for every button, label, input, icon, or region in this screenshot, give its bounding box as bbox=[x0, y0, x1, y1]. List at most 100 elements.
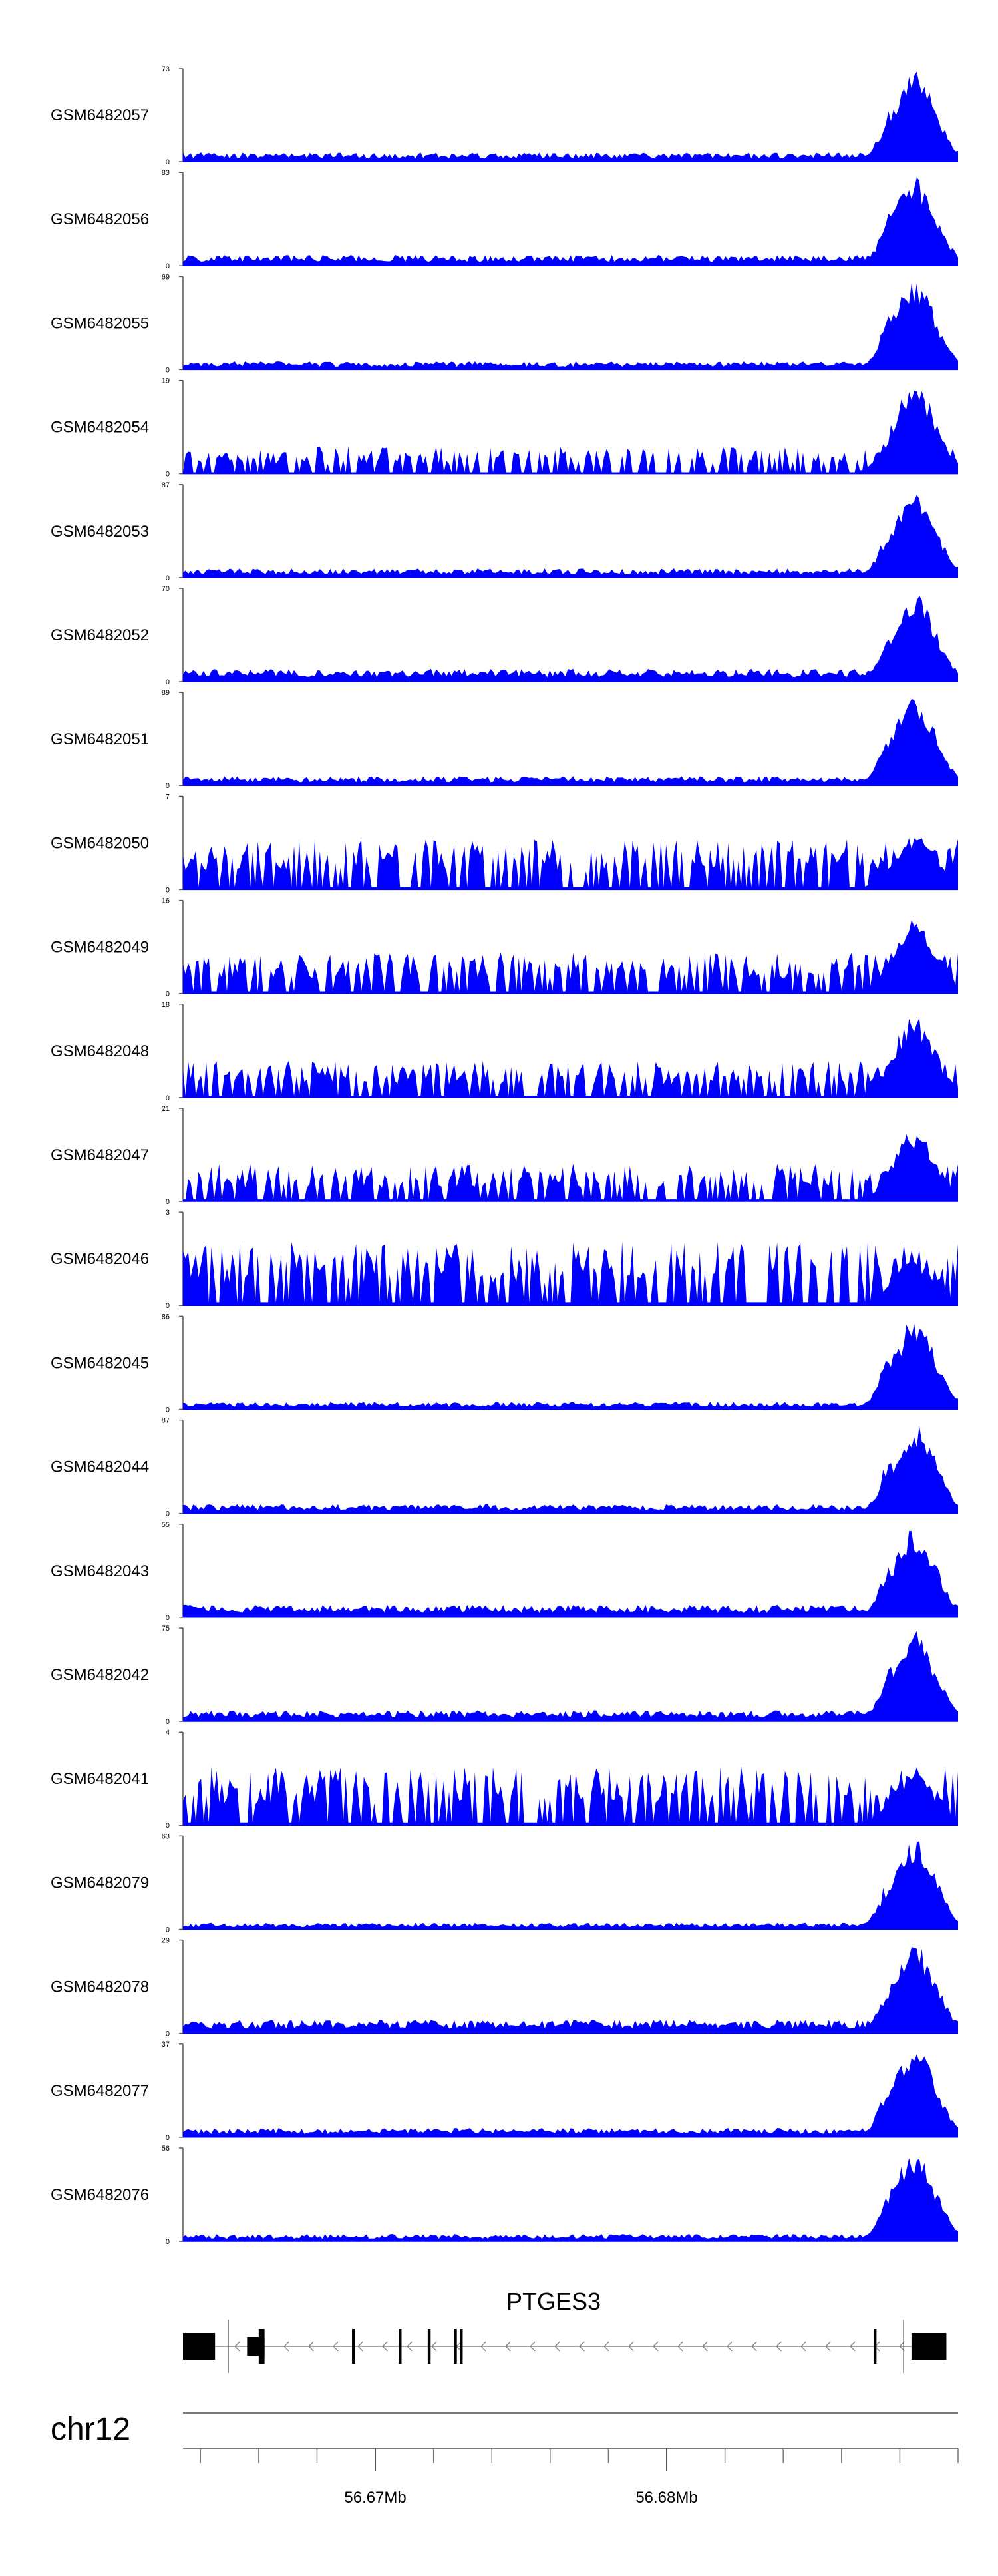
track-label: GSM6482049 bbox=[51, 939, 149, 957]
coverage-area bbox=[183, 2158, 958, 2241]
strand-arrow bbox=[653, 2341, 659, 2352]
track-GSM6482079: GSM6482079 63 0 bbox=[51, 1832, 958, 1934]
strand-arrow bbox=[628, 2341, 634, 2352]
strand-arrow bbox=[505, 2341, 511, 2352]
axis-ticks: 56.67Mb 56.68Mb bbox=[200, 2448, 959, 2507]
track-GSM6482054: GSM6482054 19 0 bbox=[51, 377, 958, 479]
coverage-area bbox=[183, 71, 958, 162]
strand-arrow bbox=[677, 2341, 683, 2352]
y-max-label: 55 bbox=[162, 1521, 170, 1529]
coverage-area bbox=[183, 1766, 958, 1826]
track-GSM6482047: GSM6482047 21 0 bbox=[51, 1105, 958, 1206]
strand-arrow bbox=[480, 2341, 486, 2352]
coverage-area bbox=[183, 1426, 958, 1514]
strand-arrow bbox=[382, 2341, 388, 2352]
strand-arrow bbox=[308, 2341, 314, 2352]
track-GSM6482041: GSM6482041 4 0 bbox=[51, 1729, 958, 1830]
strand-arrow bbox=[850, 2341, 856, 2352]
track-label: GSM6482056 bbox=[51, 210, 149, 228]
track-GSM6482056: GSM6482056 83 0 bbox=[51, 169, 958, 270]
y-min-label: 0 bbox=[166, 1094, 170, 1102]
y-max-label: 4 bbox=[166, 1729, 170, 1737]
track-GSM6482050: GSM6482050 7 0 bbox=[51, 793, 958, 894]
coverage-area bbox=[183, 1531, 958, 1617]
y-min-label: 0 bbox=[166, 1614, 170, 1622]
track-label: GSM6482052 bbox=[51, 626, 149, 644]
track-label: GSM6482041 bbox=[51, 1770, 149, 1788]
coverage-tracks: GSM6482057730GSM6482056830GSM6482055690G… bbox=[51, 65, 958, 2246]
exon bbox=[427, 2329, 431, 2364]
track-GSM6482052: GSM6482052 70 0 bbox=[51, 585, 958, 686]
track-label: GSM6482054 bbox=[51, 419, 149, 437]
track-GSM6482046: GSM6482046 3 0 bbox=[51, 1209, 958, 1310]
y-max-label: 63 bbox=[162, 1832, 170, 1840]
y-min-label: 0 bbox=[166, 990, 170, 998]
coverage-area bbox=[183, 2054, 958, 2137]
coverage-area bbox=[183, 495, 958, 578]
coverage-area bbox=[183, 596, 958, 682]
y-min-label: 0 bbox=[166, 1302, 170, 1310]
exon bbox=[258, 2329, 265, 2364]
y-min-label: 0 bbox=[166, 2238, 170, 2246]
strand-arrow bbox=[283, 2341, 289, 2352]
strand-arrow bbox=[776, 2341, 782, 2352]
coverage-area bbox=[183, 1947, 958, 2034]
y-max-label: 89 bbox=[162, 689, 170, 697]
y-max-label: 21 bbox=[162, 1105, 170, 1113]
y-min-label: 0 bbox=[166, 1510, 170, 1518]
track-GSM6482044: GSM6482044 87 0 bbox=[51, 1417, 958, 1518]
y-max-label: 70 bbox=[162, 585, 170, 593]
strand-arrow bbox=[702, 2341, 708, 2352]
y-max-label: 83 bbox=[162, 169, 170, 177]
y-min-label: 0 bbox=[166, 1822, 170, 1830]
track-GSM6482042: GSM6482042 75 0 bbox=[51, 1625, 958, 1726]
strand-arrow bbox=[751, 2341, 757, 2352]
y-max-label: 18 bbox=[162, 1001, 170, 1009]
y-min-label: 0 bbox=[166, 262, 170, 270]
coverage-area bbox=[183, 1631, 958, 1721]
exon bbox=[183, 2333, 216, 2360]
coverage-area bbox=[183, 1323, 958, 1410]
track-label: GSM6482051 bbox=[51, 730, 149, 748]
track-label: GSM6482055 bbox=[51, 314, 149, 332]
y-max-label: 87 bbox=[162, 481, 170, 489]
gene-model-ptges3[interactable] bbox=[183, 2320, 947, 2373]
track-label: GSM6482042 bbox=[51, 1666, 149, 1684]
track-label: GSM6482053 bbox=[51, 523, 149, 540]
coverage-area bbox=[183, 1134, 958, 1201]
track-GSM6482053: GSM6482053 87 0 bbox=[51, 481, 958, 582]
track-GSM6482048: GSM6482048 18 0 bbox=[51, 1001, 958, 1102]
y-min-label: 0 bbox=[166, 471, 170, 479]
y-min-label: 0 bbox=[166, 2134, 170, 2142]
chromosome-axis: chr12 56.67Mb 56.68Mb bbox=[51, 2412, 959, 2507]
strand-arrow bbox=[234, 2341, 240, 2352]
strand-arrow bbox=[727, 2341, 733, 2352]
y-min-label: 0 bbox=[166, 678, 170, 686]
track-label: GSM6482048 bbox=[51, 1042, 149, 1060]
y-min-label: 0 bbox=[166, 574, 170, 582]
strand-arrow bbox=[554, 2341, 560, 2352]
y-min-label: 0 bbox=[166, 1926, 170, 1934]
strand-arrow bbox=[800, 2341, 806, 2352]
strand-arrow bbox=[333, 2341, 339, 2352]
track-GSM6482078: GSM6482078 29 0 bbox=[51, 1937, 958, 2038]
y-min-label: 0 bbox=[166, 366, 170, 374]
y-min-label: 0 bbox=[166, 158, 170, 166]
track-GSM6482055: GSM6482055 69 0 bbox=[51, 273, 958, 374]
strand-arrow bbox=[530, 2341, 536, 2352]
exon bbox=[460, 2329, 463, 2364]
strand-arrow bbox=[899, 2341, 905, 2352]
track-GSM6482051: GSM6482051 89 0 bbox=[51, 689, 958, 790]
y-max-label: 37 bbox=[162, 2041, 170, 2049]
gene-label: PTGES3 bbox=[506, 2288, 601, 2315]
track-GSM6482057: GSM6482057 73 0 bbox=[51, 65, 958, 166]
track-GSM6482049: GSM6482049 16 0 bbox=[51, 897, 958, 998]
track-label: GSM6482050 bbox=[51, 834, 149, 852]
coverage-area bbox=[183, 838, 958, 890]
track-GSM6482076: GSM6482076 56 0 bbox=[51, 2145, 958, 2246]
coverage-area bbox=[183, 1840, 958, 1930]
y-max-label: 3 bbox=[166, 1209, 170, 1217]
y-max-label: 87 bbox=[162, 1417, 170, 1425]
strand-arrow bbox=[579, 2341, 585, 2352]
